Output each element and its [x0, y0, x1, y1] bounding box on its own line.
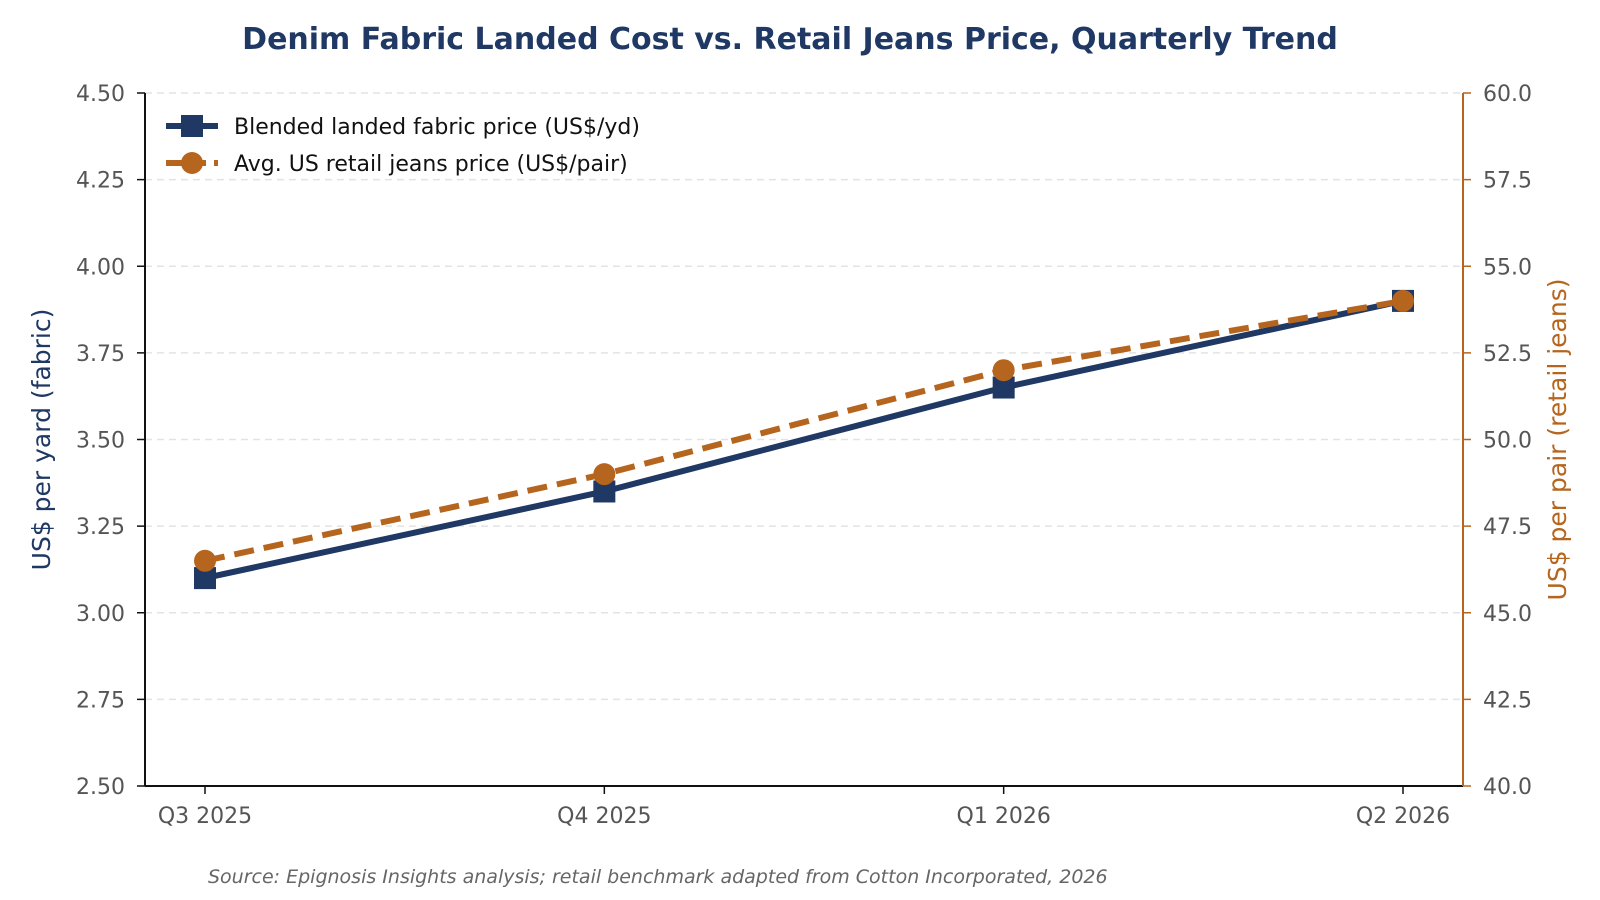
legend-retail-marker — [181, 152, 203, 174]
left-tick-label: 4.00 — [76, 255, 125, 280]
retail-point — [992, 359, 1015, 382]
legend-fabric-marker — [181, 115, 203, 137]
x-tick-label: Q2 2026 — [1356, 804, 1450, 829]
fabric-series-line — [204, 297, 1404, 582]
legend-fabric-label: Blended landed fabric price (US$/yd) — [234, 115, 640, 140]
left-tick-label: 2.50 — [76, 775, 125, 800]
right-tick-label: 40.0 — [1483, 775, 1532, 800]
right-tick-label: 60.0 — [1483, 82, 1532, 107]
retail-point — [1392, 289, 1414, 312]
left-tick-label: 4.25 — [76, 169, 125, 194]
right-tick-label: 55.0 — [1483, 255, 1532, 280]
legend: Blended landed fabric price (US$/yd) Avg.… — [166, 115, 640, 177]
x-tick-label: Q3 2025 — [158, 804, 252, 829]
fabric-point — [194, 567, 216, 590]
left-axis-title: US$ per yard (fabric) — [27, 309, 56, 571]
left-tick-label: 2.75 — [76, 688, 125, 713]
left-tick-label: 3.75 — [76, 342, 125, 367]
legend-retail-label: Avg. US retail jeans price (US$/pair) — [234, 152, 628, 177]
retail-point — [194, 549, 216, 572]
right-tick-label: 45.0 — [1483, 602, 1532, 627]
fabric-point — [593, 480, 616, 503]
source-note: Source: Epignosis Insights analysis; ret… — [208, 866, 1108, 888]
right-tick-label: 52.5 — [1483, 342, 1532, 367]
right-tick-label: 57.5 — [1483, 169, 1532, 194]
right-axis-title: US$ per pair (retail jeans) — [1543, 279, 1572, 601]
right-tick-label: 47.5 — [1483, 515, 1532, 540]
left-tick-label: 3.00 — [76, 602, 125, 627]
fabric-point — [992, 376, 1015, 399]
x-tick-label: Q4 2025 — [557, 804, 651, 829]
right-tick-label: 50.0 — [1483, 429, 1532, 454]
right-tick-label: 42.5 — [1483, 688, 1532, 713]
retail-series-line — [204, 297, 1404, 564]
left-tick-label: 3.50 — [76, 429, 125, 454]
x-tick-label: Q1 2026 — [957, 804, 1051, 829]
left-tick-label: 3.25 — [76, 515, 125, 540]
axes: 2.50 2.75 3.00 3.25 3.50 3.75 4.00 4.25 4.50 40.0… — [27, 82, 1572, 829]
chart-title: Denim Fabric Landed Cost vs. Retail Jean… — [242, 22, 1338, 57]
left-tick-label: 4.50 — [76, 82, 125, 107]
series — [194, 289, 1414, 590]
retail-point — [593, 463, 616, 486]
